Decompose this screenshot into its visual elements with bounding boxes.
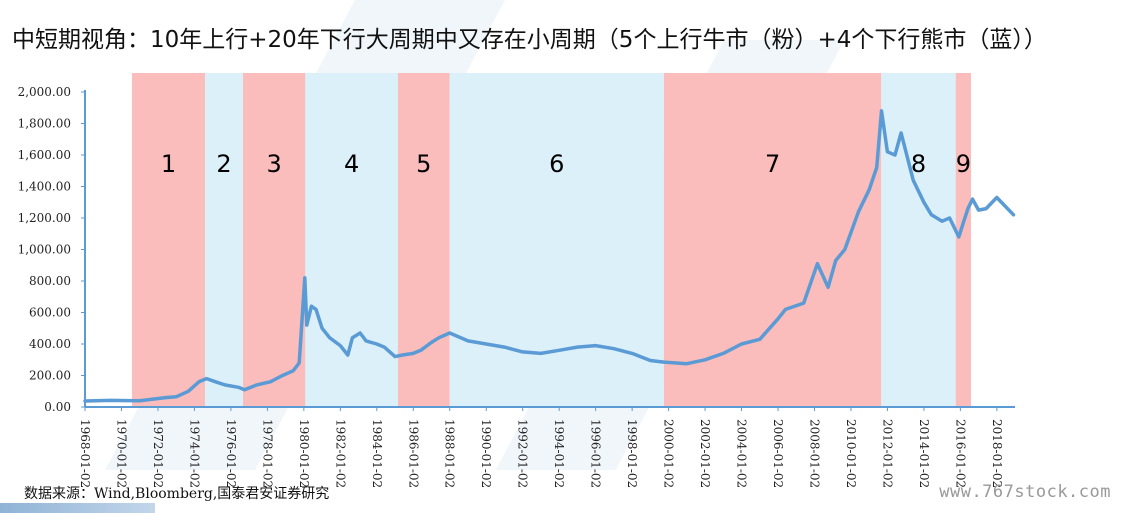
y-axis-labels: 0.00 200.00 400.00 600.00 800.00 1,000.00 1,20… <box>18 85 71 414</box>
cycle-labels: 1 2 3 4 5 6 7 8 9 <box>161 150 971 178</box>
y-tick-label: 400.00 <box>29 337 71 351</box>
x-tick-label: 2006-01-02 <box>771 419 785 488</box>
band-bull <box>663 73 882 407</box>
y-tick-label: 200.00 <box>29 369 71 383</box>
band-bull <box>132 73 205 407</box>
band-label: 4 <box>344 150 359 178</box>
band-label: 3 <box>267 150 282 178</box>
band-bull <box>955 73 971 407</box>
x-tick-label: 1980-01-02 <box>297 419 311 488</box>
x-tick-label: 1978-01-02 <box>260 419 274 488</box>
x-tick-label: 1976-01-02 <box>224 419 238 488</box>
x-tick-label: 1996-01-02 <box>589 419 603 488</box>
x-tick-label: 2000-01-02 <box>662 419 676 488</box>
x-tick-label: 2012-01-02 <box>880 419 894 488</box>
y-tick-label: 2,000.00 <box>18 85 71 99</box>
band-bull <box>243 73 306 407</box>
band-bull <box>397 73 450 407</box>
y-tick-label: 1,600.00 <box>18 148 71 162</box>
x-tick-label: 2002-01-02 <box>698 419 712 488</box>
x-tick-label: 1968-01-02 <box>78 419 92 488</box>
x-tick-label: 1984-01-02 <box>370 419 384 488</box>
y-tick-label: 600.00 <box>29 306 71 320</box>
cycle-bands <box>132 73 971 407</box>
x-axis-labels: 1968-01-02 1970-01-02 1972-01-02 1974-01-02… <box>78 419 1004 488</box>
band-bear <box>881 73 956 407</box>
y-tick-label: 1,200.00 <box>18 211 71 225</box>
x-tick-label: 2018-01-02 <box>990 419 1004 488</box>
band-label: 8 <box>911 150 926 178</box>
y-tick-label: 1,400.00 <box>18 180 71 194</box>
x-tick-label: 1992-01-02 <box>516 419 530 488</box>
source-note: 数据来源：Wind,Bloomberg,国泰君安证券研究 <box>24 486 330 502</box>
x-tick-label: 2008-01-02 <box>807 419 821 488</box>
y-tick-label: 1,800.00 <box>18 117 71 131</box>
x-tick-label: 2010-01-02 <box>844 419 858 488</box>
x-tick-label: 1990-01-02 <box>479 419 493 488</box>
band-label: 5 <box>416 150 431 178</box>
footer-logo <box>0 503 155 513</box>
index-line <box>83 109 1016 403</box>
y-tick-label: 0.00 <box>44 400 71 414</box>
x-tick-label: 1994-01-02 <box>552 419 566 488</box>
x-tick-label: 1986-01-02 <box>406 419 420 488</box>
y-tick-label: 1,000.00 <box>18 243 71 257</box>
watermark: www.767stock.com <box>939 482 1111 502</box>
band-label: 7 <box>765 150 780 178</box>
y-tick-label: 800.00 <box>29 274 71 288</box>
band-label: 9 <box>956 150 971 178</box>
x-tick-label: 2014-01-02 <box>917 419 931 488</box>
band-bear <box>305 73 398 407</box>
band-label: 2 <box>216 150 231 178</box>
series <box>83 109 1016 403</box>
axes <box>81 90 1015 411</box>
x-tick-label: 1970-01-02 <box>114 419 128 488</box>
x-tick-label: 2016-01-02 <box>953 419 967 488</box>
x-tick-label: 1988-01-02 <box>443 419 457 488</box>
x-tick-label: 1998-01-02 <box>625 419 639 488</box>
band-bear <box>449 73 664 407</box>
x-tick-label: 2004-01-02 <box>735 419 749 488</box>
x-tick-label: 1982-01-02 <box>333 419 347 488</box>
x-tick-label: 1974-01-02 <box>187 419 201 488</box>
band-bear <box>204 73 244 407</box>
page-title: 中短期视角：10年上行+20年下行大周期中又存在小周期（5个上行牛市（粉）+4个… <box>12 27 1047 53</box>
band-label: 6 <box>549 150 564 178</box>
x-tick-label: 1972-01-02 <box>151 419 165 488</box>
band-label: 1 <box>161 150 176 178</box>
